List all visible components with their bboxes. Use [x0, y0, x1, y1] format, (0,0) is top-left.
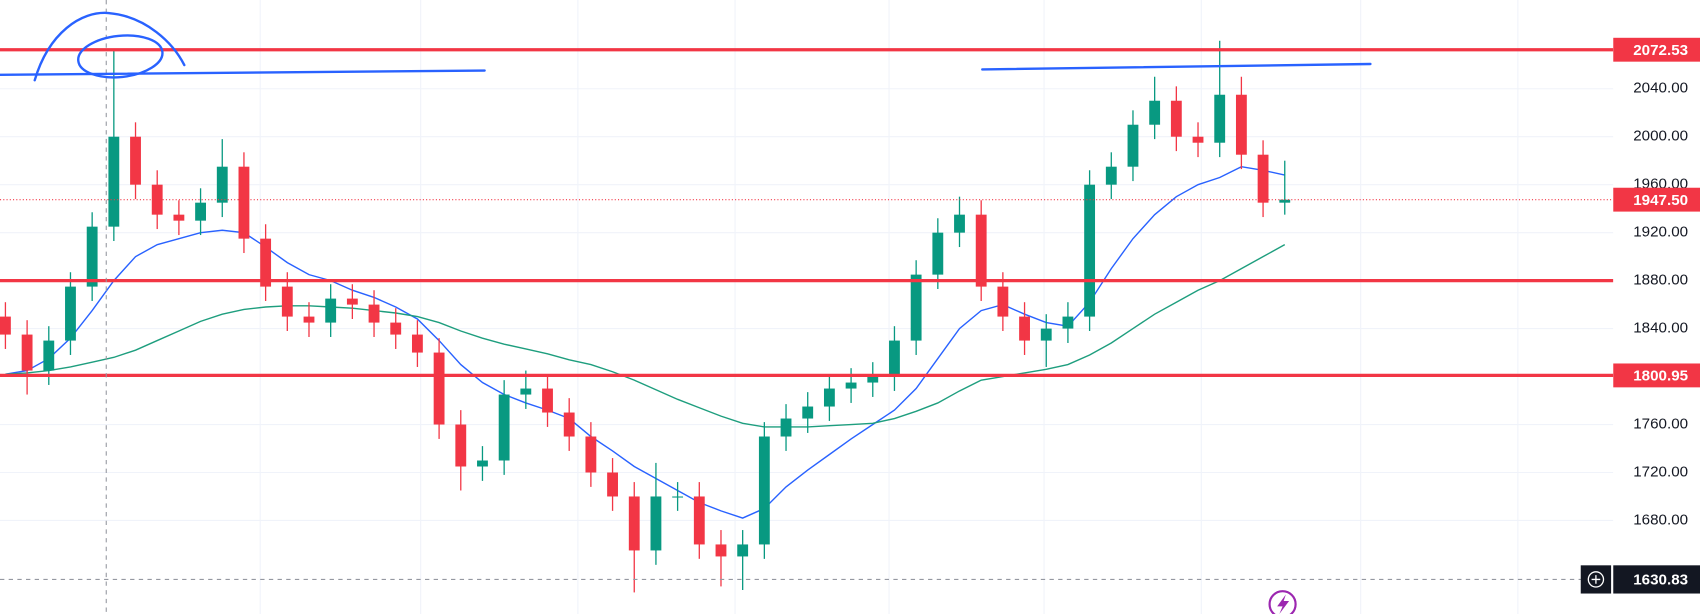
- candle-body: [325, 298, 337, 323]
- candle-body: [932, 232, 944, 275]
- alert-icon-bolt: [1277, 594, 1290, 614]
- moving-average-line: [5, 244, 1286, 428]
- y-tick-label: 1760.00: [1633, 416, 1688, 433]
- hand-drawn-ellipse: [77, 34, 164, 79]
- candle-body: [650, 496, 662, 551]
- candle-body: [195, 202, 206, 221]
- crosshair-price-label: 1630.83: [1633, 572, 1688, 589]
- candle-body: [1105, 166, 1117, 185]
- candle-body: [542, 388, 553, 413]
- candle-body: [455, 424, 467, 467]
- candle-body: [477, 460, 488, 467]
- candle-body: [238, 166, 250, 239]
- candle-body: [672, 496, 684, 498]
- user-drawings: [0, 11, 1372, 82]
- candle-body: [303, 316, 315, 323]
- candle-body: [867, 376, 879, 383]
- trend-line: [0, 69, 486, 77]
- candle-body: [628, 496, 640, 551]
- candle-body: [433, 352, 445, 425]
- candle-body: [520, 388, 532, 395]
- candle-body: [954, 214, 965, 233]
- y-tick-label: 2000.00: [1633, 128, 1688, 145]
- y-tick-label: 2040.00: [1633, 80, 1688, 97]
- candle-body: [823, 388, 835, 407]
- candle-body: [108, 136, 120, 227]
- y-tick-label: 1680.00: [1633, 511, 1688, 528]
- candle-body: [86, 226, 98, 287]
- price-label: 1800.95: [1633, 368, 1688, 385]
- candle-body: [563, 412, 575, 437]
- price-axis-background: [1613, 0, 1700, 614]
- candle-body: [975, 214, 987, 287]
- candle-body: [997, 286, 1009, 317]
- y-tick-label: 1880.00: [1633, 272, 1688, 289]
- price-label-layer: 2072.53 1800.95 1947.50 1630.83: [1580, 37, 1700, 594]
- y-tick-label: 1840.00: [1633, 320, 1688, 337]
- candle-body: [65, 286, 76, 341]
- candle-body: [737, 544, 749, 557]
- candle-body: [173, 214, 185, 221]
- y-tick-label: 1720.00: [1633, 464, 1688, 481]
- candle-body: [0, 316, 11, 335]
- candle-body: [1170, 100, 1182, 137]
- crosshair-price-box: [1613, 565, 1700, 594]
- candle-body: [693, 496, 705, 545]
- price-label-box: [1613, 363, 1700, 388]
- last-price-label: 1947.50: [1633, 192, 1688, 209]
- candle-body: [1062, 316, 1074, 329]
- candle-body: [216, 166, 228, 203]
- candle-body: [910, 274, 922, 341]
- hand-drawn-arc: [33, 11, 186, 82]
- candle-body: [1019, 316, 1030, 341]
- crosshair-plus-circle[interactable]: [1587, 571, 1605, 588]
- candle-body: [1040, 328, 1052, 341]
- candle-body: [368, 304, 380, 323]
- candle-body: [802, 406, 814, 419]
- alert-icon[interactable]: [1268, 590, 1297, 614]
- candle-body: [1084, 184, 1096, 317]
- y-tick-label: 1920.00: [1633, 224, 1688, 241]
- candle-body: [758, 436, 770, 545]
- candle-body: [845, 382, 857, 389]
- candle-body: [281, 286, 293, 317]
- trend-line: [981, 62, 1372, 71]
- candle-body: [390, 322, 402, 335]
- candle-body: [1149, 100, 1161, 125]
- candle-body: [411, 334, 423, 353]
- candle-body: [346, 298, 358, 305]
- axis-layer: 2040.002000.001960.001920.001880.001840.…: [1633, 80, 1688, 529]
- level-layer: [0, 48, 1614, 580]
- candle-body: [43, 340, 55, 371]
- candle-body: [889, 340, 900, 377]
- candle-body: [498, 394, 510, 461]
- candle-body: [1235, 94, 1247, 155]
- last-price-box: [1613, 187, 1700, 212]
- candle-body: [607, 472, 618, 497]
- candle-body: [130, 136, 141, 185]
- candle-body: [1192, 136, 1204, 143]
- candle-body: [780, 418, 792, 437]
- candle-body: [715, 544, 727, 557]
- candle-body: [1257, 154, 1269, 203]
- candle-body: [21, 334, 33, 371]
- crosshair-plus-sign: [1591, 575, 1601, 584]
- candle-body: [585, 436, 597, 473]
- candle-body: [260, 238, 272, 287]
- price-label-box: [1613, 37, 1700, 62]
- price-label: 2072.53: [1633, 42, 1688, 59]
- candle-body: [1279, 199, 1291, 203]
- candle-body: [1214, 94, 1226, 143]
- candle-body: [1127, 124, 1139, 167]
